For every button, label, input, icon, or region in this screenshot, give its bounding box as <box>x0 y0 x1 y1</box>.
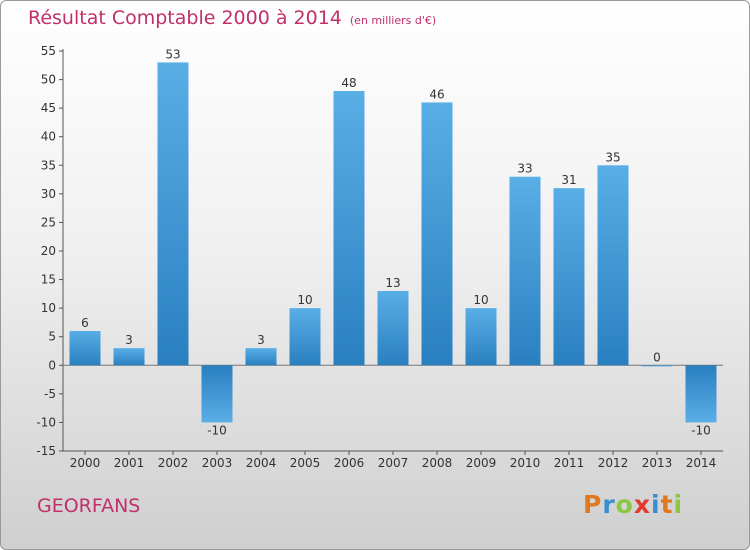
x-tick-label: 2004 <box>246 456 277 470</box>
logo-letter: t <box>660 490 674 519</box>
y-tick-label: -10 <box>36 415 56 429</box>
y-tick-label: 25 <box>41 215 56 229</box>
logo-letter: P <box>583 490 603 519</box>
bar-2005 <box>289 308 321 366</box>
bar-2000 <box>69 331 101 366</box>
x-tick-label: 2010 <box>510 456 541 470</box>
y-tick-label: 50 <box>41 73 56 87</box>
y-tick-label: -15 <box>36 444 56 458</box>
bar-2001 <box>113 348 145 366</box>
value-label: 10 <box>473 293 488 307</box>
y-tick-label: 45 <box>41 101 56 115</box>
y-tick-label: -5 <box>44 387 56 401</box>
value-label: 33 <box>517 162 532 176</box>
value-label: 3 <box>257 333 265 347</box>
logo-letter: i <box>673 490 684 519</box>
y-tick-label: 0 <box>48 358 56 372</box>
x-tick-label: 2013 <box>642 456 673 470</box>
x-tick-label: 2011 <box>554 456 585 470</box>
x-tick-label: 2014 <box>686 456 717 470</box>
y-tick-label: 40 <box>41 130 56 144</box>
bar-2008 <box>421 102 453 366</box>
bar-2013 <box>641 365 673 367</box>
y-tick-label: 15 <box>41 273 56 287</box>
bar-2004 <box>245 348 277 366</box>
logo-letter: x <box>633 490 651 519</box>
chart-subtitle: (en milliers d'€) <box>349 14 437 27</box>
value-label: 31 <box>561 173 576 187</box>
logo-letter: i <box>651 490 661 519</box>
value-label: 0 <box>653 350 661 364</box>
value-label: 6 <box>81 316 89 330</box>
y-tick-label: 30 <box>41 187 56 201</box>
bar-2012 <box>597 165 629 366</box>
x-tick-label: 2002 <box>158 456 189 470</box>
value-label: -10 <box>207 423 227 437</box>
y-tick-label: 55 <box>41 44 56 58</box>
bar-2010 <box>509 176 541 366</box>
bar-2009 <box>465 308 497 366</box>
bar-2002 <box>157 62 189 366</box>
bar-2006 <box>333 91 365 366</box>
logo-letter: r <box>602 490 616 519</box>
value-label: 46 <box>429 87 444 101</box>
y-tick-label: 20 <box>41 244 56 258</box>
value-label: 13 <box>385 276 400 290</box>
bar-2011 <box>553 188 585 366</box>
logo-letter: o <box>615 490 634 519</box>
y-tick-label: 35 <box>41 158 56 172</box>
y-tick-label: 10 <box>41 301 56 315</box>
value-label: 10 <box>297 293 312 307</box>
x-tick-label: 2007 <box>378 456 409 470</box>
value-label: 35 <box>605 150 620 164</box>
x-tick-label: 2003 <box>202 456 233 470</box>
x-tick-label: 2001 <box>114 456 145 470</box>
value-label: 48 <box>341 76 356 90</box>
x-tick-label: 2005 <box>290 456 321 470</box>
chart-title: Résultat Comptable 2000 à 2014 (en millie… <box>28 7 436 29</box>
value-label: -10 <box>691 423 711 437</box>
x-tick-label: 2008 <box>422 456 453 470</box>
x-tick-label: 2006 <box>334 456 365 470</box>
bar-2007 <box>377 291 409 366</box>
value-label: 53 <box>165 47 180 61</box>
bar-2003 <box>201 365 233 423</box>
commune-name: GEORFANS <box>37 495 141 517</box>
x-tick-label: 2009 <box>466 456 497 470</box>
proxiti-logo: Proxiti <box>583 490 683 519</box>
x-tick-label: 2000 <box>70 456 101 470</box>
y-tick-label: 5 <box>48 330 56 344</box>
x-tick-label: 2012 <box>598 456 629 470</box>
value-label: 3 <box>125 333 133 347</box>
chart-title-text: Résultat Comptable 2000 à 2014 <box>28 7 342 29</box>
bar-2014 <box>685 365 717 423</box>
